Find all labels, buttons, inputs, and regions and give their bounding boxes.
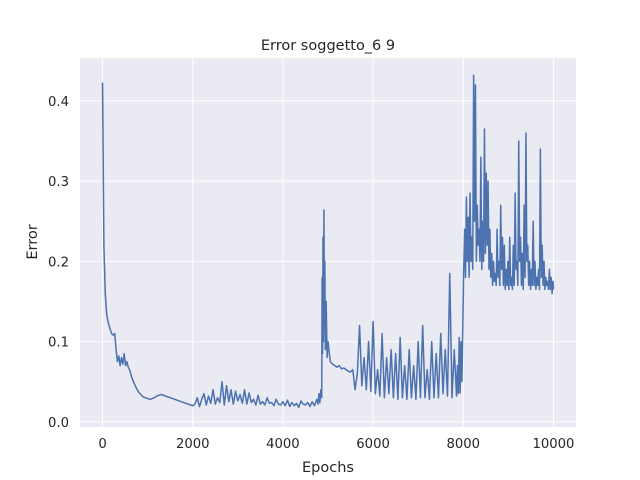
- y-tick-label: 0.3: [48, 175, 69, 190]
- x-tick-label: 4000: [266, 437, 300, 452]
- x-tick-label: 8000: [446, 437, 480, 452]
- x-tick-labels: 0 2000 4000 6000 8000 10000: [98, 437, 574, 452]
- y-tick-label: 0.2: [48, 255, 69, 270]
- y-axis-label: Error: [25, 224, 41, 259]
- x-tick-label: 10000: [532, 437, 574, 452]
- x-axis-label: Epochs: [302, 460, 354, 476]
- plot-background: [80, 58, 576, 427]
- y-tick-label: 0.0: [48, 416, 69, 431]
- x-tick-label: 2000: [176, 437, 210, 452]
- y-tick-label: 0.4: [48, 95, 69, 110]
- error-series-line: [101, 74, 555, 409]
- x-tick-label: 0: [98, 437, 106, 452]
- grid: [80, 58, 576, 427]
- y-tick-labels: 0.0 0.1 0.2 0.3 0.4: [48, 95, 69, 431]
- series-layer: [101, 74, 555, 409]
- x-tick-label: 6000: [356, 437, 390, 452]
- chart-title: Error soggetto_6 9: [261, 38, 395, 54]
- y-tick-label: 0.1: [48, 336, 69, 351]
